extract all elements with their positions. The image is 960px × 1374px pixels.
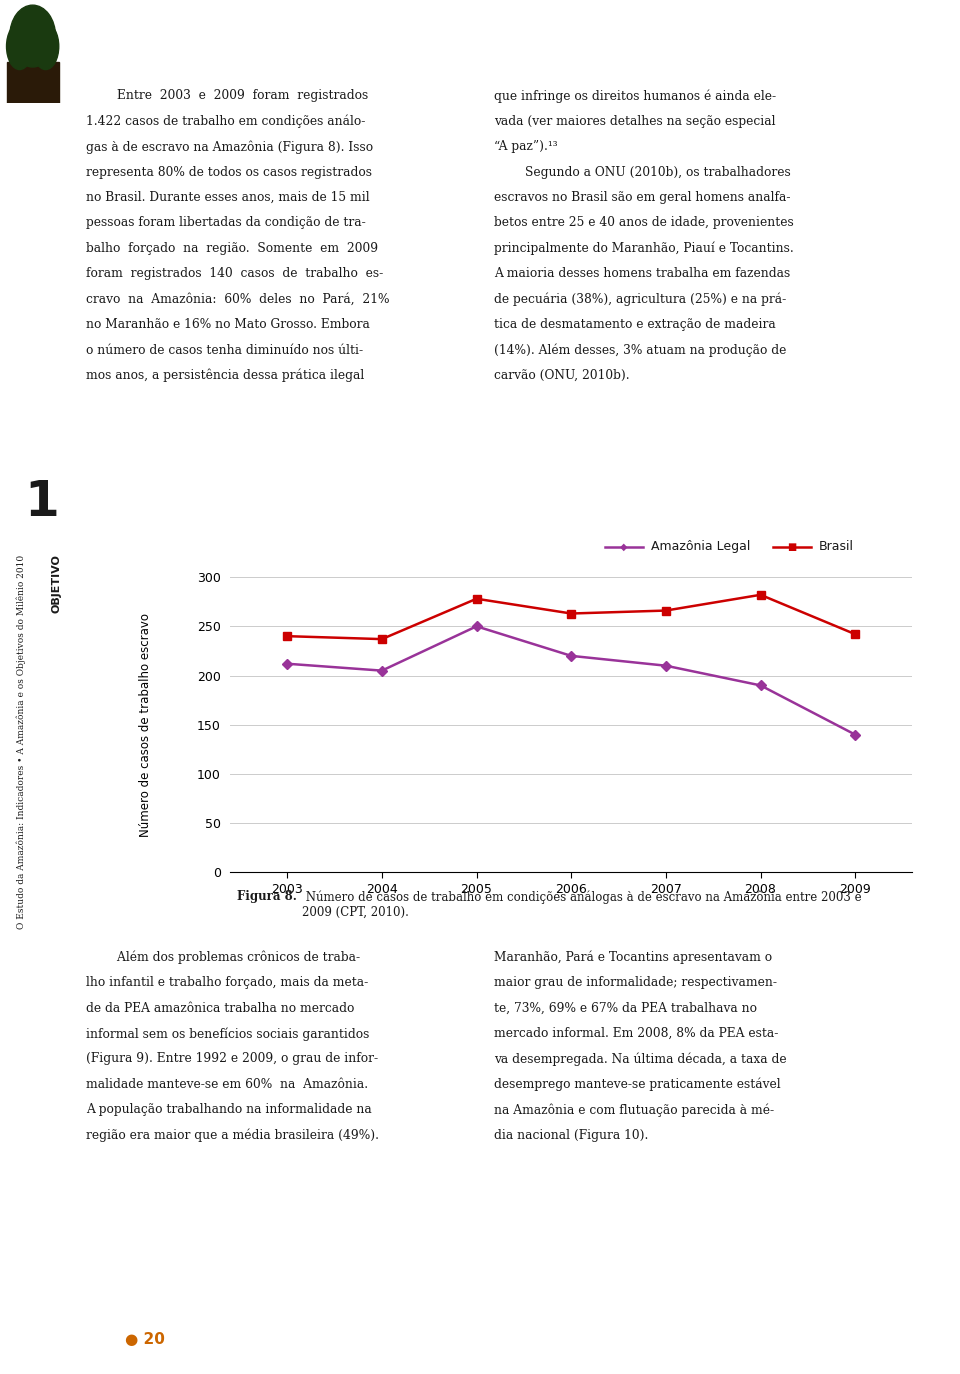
Text: malidade manteve-se em 60%  na  Amazônia.: malidade manteve-se em 60% na Amazônia. [86, 1077, 369, 1091]
Text: maior grau de informalidade; respectivamen-: maior grau de informalidade; respectivam… [494, 976, 778, 989]
Text: lho infantil e trabalho forçado, mais da meta-: lho infantil e trabalho forçado, mais da… [86, 976, 369, 989]
Text: representa 80% de todos os casos registrados: representa 80% de todos os casos registr… [86, 165, 372, 179]
Text: mercado informal. Em 2008, 8% da PEA esta-: mercado informal. Em 2008, 8% da PEA est… [494, 1028, 779, 1040]
Text: ● 20: ● 20 [125, 1331, 165, 1347]
Text: de da PEA amazônica trabalha no mercado: de da PEA amazônica trabalha no mercado [86, 1002, 355, 1014]
Text: va desempregada. Na última década, a taxa de: va desempregada. Na última década, a tax… [494, 1052, 787, 1066]
Text: te, 73%, 69% e 67% da PEA trabalhava no: te, 73%, 69% e 67% da PEA trabalhava no [494, 1002, 757, 1014]
Text: de pecuária (38%), agricultura (25%) e na prá-: de pecuária (38%), agricultura (25%) e n… [494, 293, 786, 306]
Text: pessoas foram libertadas da condição de tra-: pessoas foram libertadas da condição de … [86, 216, 366, 229]
Text: “A paz”).¹³: “A paz”).¹³ [494, 140, 558, 153]
Text: ■: ■ [787, 541, 797, 552]
Text: no Maranhão e 16% no Mato Grosso. Embora: no Maranhão e 16% no Mato Grosso. Embora [86, 317, 371, 331]
Text: 1: 1 [25, 478, 60, 525]
Text: Número de casos de trabalho em condições análogas à de escravo na Amazônia entre: Número de casos de trabalho em condições… [302, 890, 862, 919]
Text: tica de desmatamento e extração de madeira: tica de desmatamento e extração de madei… [494, 317, 776, 331]
Text: mos anos, a persistência dessa prática ilegal: mos anos, a persistência dessa prática i… [86, 368, 365, 382]
Text: 1.422 casos de trabalho em condições análo-: 1.422 casos de trabalho em condições aná… [86, 114, 366, 128]
Text: na Amazônia e com flutuação parecida à mé-: na Amazônia e com flutuação parecida à m… [494, 1103, 775, 1117]
Text: ◆: ◆ [620, 541, 628, 552]
Text: balho  forçado  na  região.  Somente  em  2009: balho forçado na região. Somente em 2009 [86, 242, 378, 254]
Text: (14%). Além desses, 3% atuam na produção de: (14%). Além desses, 3% atuam na produção… [494, 344, 787, 357]
Ellipse shape [33, 23, 59, 70]
Text: Maranhão, Pará e Tocantins apresentavam o: Maranhão, Pará e Tocantins apresentavam … [494, 951, 773, 965]
Text: informal sem os benefícios sociais garantidos: informal sem os benefícios sociais garan… [86, 1028, 370, 1040]
Text: OBJETIVO: OBJETIVO [52, 555, 61, 613]
Text: desemprego manteve-se praticamente estável: desemprego manteve-se praticamente estáv… [494, 1077, 781, 1091]
Text: dia nacional (Figura 10).: dia nacional (Figura 10). [494, 1129, 649, 1142]
Ellipse shape [7, 23, 33, 70]
Text: Amazônia Legal: Amazônia Legal [651, 540, 751, 554]
Text: A população trabalhando na informalidade na: A população trabalhando na informalidade… [86, 1103, 372, 1116]
Text: vada (ver maiores detalhes na seção especial: vada (ver maiores detalhes na seção espe… [494, 114, 776, 128]
Text: Entre  2003  e  2009  foram  registrados: Entre 2003 e 2009 foram registrados [86, 89, 369, 102]
Text: betos entre 25 e 40 anos de idade, provenientes: betos entre 25 e 40 anos de idade, prove… [494, 216, 794, 229]
Bar [7, 62, 59, 103]
Text: Brasil: Brasil [819, 540, 853, 554]
Y-axis label: Número de casos de trabalho escravo: Número de casos de trabalho escravo [139, 613, 152, 837]
Text: o número de casos tenha diminuído nos últi-: o número de casos tenha diminuído nos úl… [86, 344, 364, 356]
Text: Figura 8.: Figura 8. [237, 890, 297, 903]
Text: A maioria desses homens trabalha em fazendas: A maioria desses homens trabalha em faze… [494, 267, 791, 280]
Text: que infringe os direitos humanos é ainda ele-: que infringe os direitos humanos é ainda… [494, 89, 777, 103]
Text: O Estudo da Amazônia: Indicadores • A Amazônia e os Objetivos do Milênio 2010: O Estudo da Amazônia: Indicadores • A Am… [16, 555, 26, 929]
Text: carvão (ONU, 2010b).: carvão (ONU, 2010b). [494, 368, 630, 382]
Text: gas à de escravo na Amazônia (Figura 8). Isso: gas à de escravo na Amazônia (Figura 8).… [86, 140, 373, 154]
Text: principalmente do Maranhão, Piauí e Tocantins.: principalmente do Maranhão, Piauí e Toca… [494, 242, 794, 256]
Text: escravos no Brasil são em geral homens analfa-: escravos no Brasil são em geral homens a… [494, 191, 791, 203]
Text: região era maior que a média brasileira (49%).: região era maior que a média brasileira … [86, 1129, 379, 1142]
Text: Além dos problemas crônicos de traba-: Além dos problemas crônicos de traba- [86, 951, 361, 965]
Ellipse shape [10, 5, 56, 67]
Text: no Brasil. Durante esses anos, mais de 15 mil: no Brasil. Durante esses anos, mais de 1… [86, 191, 370, 203]
Text: Segundo a ONU (2010b), os trabalhadores: Segundo a ONU (2010b), os trabalhadores [494, 165, 791, 179]
Text: (Figura 9). Entre 1992 e 2009, o grau de infor-: (Figura 9). Entre 1992 e 2009, o grau de… [86, 1052, 378, 1065]
Text: cravo  na  Amazônia:  60%  deles  no  Pará,  21%: cravo na Amazônia: 60% deles no Pará, 21… [86, 293, 390, 305]
Text: foram  registrados  140  casos  de  trabalho  es-: foram registrados 140 casos de trabalho … [86, 267, 384, 280]
